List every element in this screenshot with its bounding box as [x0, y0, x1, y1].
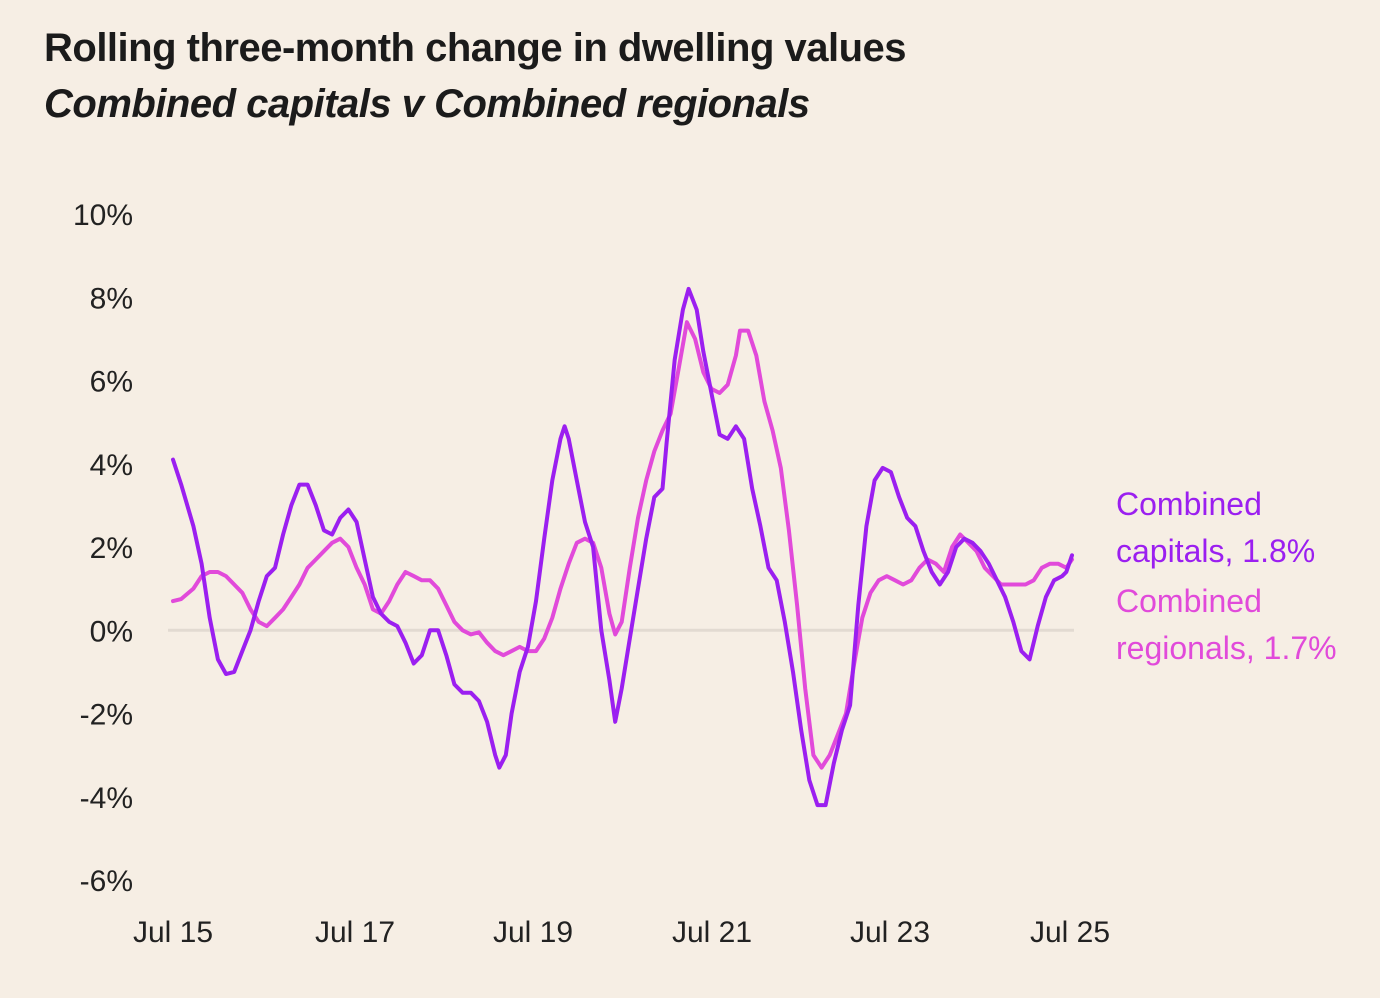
chart-title: Rolling three-month change in dwelling v…	[44, 26, 907, 70]
x-tick-label: Jul 21	[672, 916, 752, 949]
series-line-combined-capitals	[171, 286, 1074, 808]
y-axis-ticks: 10% 8% 6% 4% 2% 0% -2% -4% -6%	[73, 199, 133, 898]
y-tick-label: 2%	[90, 532, 133, 565]
y-tick-label: 6%	[90, 366, 133, 399]
x-tick-label: Jul 17	[315, 916, 395, 949]
y-tick-label: 10%	[73, 199, 133, 232]
y-tick-label: -4%	[80, 782, 133, 815]
end-label-combined-regionals: Combined regionals, 1.7%	[1116, 583, 1337, 666]
y-tick-label: -2%	[80, 699, 133, 732]
chart-subtitle: Combined capitals v Combined regionals	[44, 82, 810, 126]
x-tick-label: Jul 19	[493, 916, 573, 949]
series-lines	[171, 286, 1074, 808]
end-label-combined-capitals: Combined capitals, 1.8%	[1116, 486, 1315, 569]
series-line-combined-regionals	[171, 320, 1074, 770]
x-axis-ticks: Jul 15 Jul 17 Jul 19 Jul 21 Jul 23 Jul 25	[133, 916, 1110, 949]
y-tick-label: 8%	[90, 282, 133, 315]
y-tick-label: 0%	[90, 615, 133, 648]
x-tick-label: Jul 15	[133, 916, 213, 949]
x-tick-label: Jul 23	[850, 916, 930, 949]
y-tick-label: 4%	[90, 449, 133, 482]
series-end-labels: Combined capitals, 1.8% Combined regionals,…	[1116, 486, 1337, 666]
x-tick-label: Jul 25	[1030, 916, 1110, 949]
y-tick-label: -6%	[80, 865, 133, 898]
